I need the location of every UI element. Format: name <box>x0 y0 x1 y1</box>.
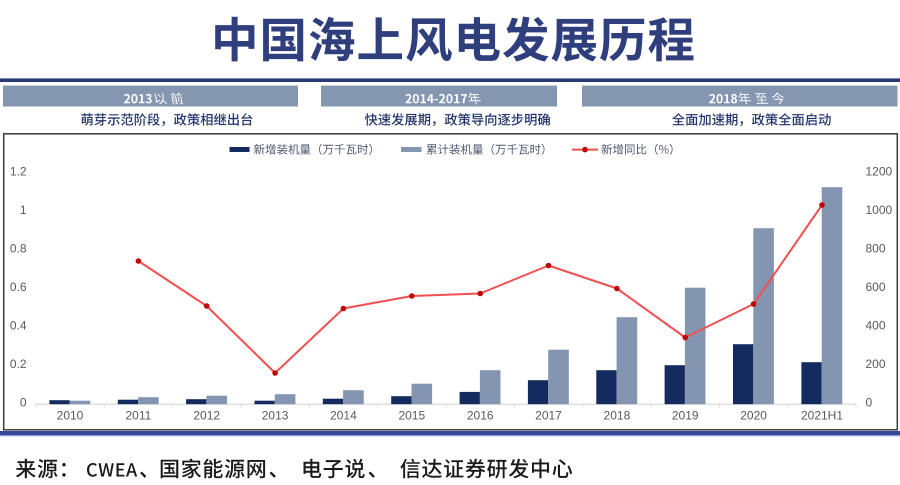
svg-text:1: 1 <box>20 203 27 217</box>
svg-text:600: 600 <box>866 280 886 294</box>
svg-text:2014: 2014 <box>330 409 357 423</box>
svg-text:0.2: 0.2 <box>10 357 27 371</box>
svg-text:0.6: 0.6 <box>10 280 27 294</box>
svg-text:400: 400 <box>866 319 886 333</box>
svg-text:1000: 1000 <box>866 203 893 217</box>
svg-text:2012: 2012 <box>193 409 220 423</box>
svg-text:2021H1: 2021H1 <box>801 409 843 423</box>
svg-text:1200: 1200 <box>866 165 893 179</box>
svg-text:0: 0 <box>20 396 27 410</box>
svg-text:2020: 2020 <box>740 409 767 423</box>
svg-text:2016: 2016 <box>467 409 494 423</box>
svg-text:0.4: 0.4 <box>10 319 27 333</box>
svg-text:800: 800 <box>866 242 886 256</box>
svg-text:200: 200 <box>866 357 886 371</box>
svg-text:2013: 2013 <box>262 409 289 423</box>
svg-text:2011: 2011 <box>125 409 151 423</box>
svg-text:2018: 2018 <box>604 409 631 423</box>
svg-text:0.8: 0.8 <box>10 242 27 256</box>
svg-text:0: 0 <box>866 396 873 410</box>
svg-text:2019: 2019 <box>672 409 699 423</box>
svg-text:1.2: 1.2 <box>10 165 27 179</box>
svg-text:2017: 2017 <box>535 409 562 423</box>
svg-text:2010: 2010 <box>57 409 84 423</box>
svg-text:2015: 2015 <box>398 409 425 423</box>
